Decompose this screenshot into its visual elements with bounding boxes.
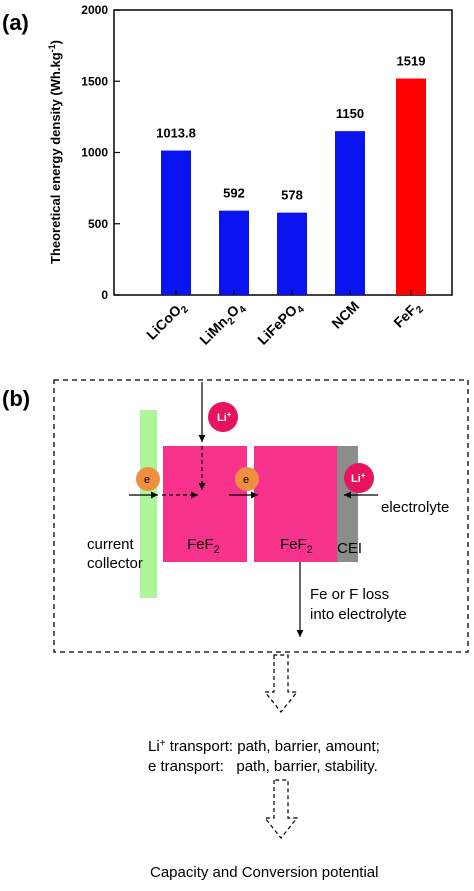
bar bbox=[277, 212, 307, 295]
bar-value-label: 1150 bbox=[336, 106, 364, 121]
flow-arrow-1 bbox=[263, 654, 299, 713]
panel-label-b: (b) bbox=[2, 386, 30, 411]
y-axis-ticks: 0 500 1000 1500 2000 bbox=[81, 3, 120, 302]
bars bbox=[161, 78, 426, 295]
electron-left-label: e bbox=[144, 474, 150, 486]
li-ion-right-label: Li+ bbox=[351, 471, 366, 485]
li-transport-text: Li+ transport: path, barrier, amount; bbox=[148, 738, 380, 755]
current-collector bbox=[140, 410, 157, 598]
fef2-label-1: FeF2 bbox=[187, 536, 220, 556]
current-collector-label-line2: collector bbox=[87, 555, 143, 572]
electron-left bbox=[136, 467, 160, 491]
x-category-label: LiFePO4 bbox=[254, 297, 307, 350]
electron-middle bbox=[235, 467, 259, 491]
bar bbox=[219, 210, 249, 295]
y-tick-label: 2000 bbox=[81, 3, 108, 17]
li-ion-top bbox=[208, 402, 238, 432]
y-tick-label: 0 bbox=[101, 288, 108, 302]
fef2-particle-1 bbox=[163, 446, 247, 562]
current-collector-label-line1: current bbox=[87, 536, 135, 553]
bar bbox=[396, 78, 426, 295]
electron-middle-label: e bbox=[243, 474, 249, 486]
y-axis-title: Theoretical energy density (Wh.kg-1) bbox=[47, 40, 63, 264]
x-category-label: LiCoO2 bbox=[143, 297, 191, 345]
x-category-label: LiMn2O4 bbox=[196, 297, 249, 350]
electrolyte-label: electrolyte bbox=[381, 499, 449, 516]
bar bbox=[335, 131, 365, 295]
fef2-label-2: FeF2 bbox=[280, 536, 313, 556]
bar bbox=[161, 150, 191, 295]
loss-label-line1: Fe or F loss bbox=[310, 586, 389, 603]
flow-arrow-2 bbox=[263, 779, 299, 839]
y-tick-label: 500 bbox=[88, 217, 108, 231]
fef2-particle-2 bbox=[254, 446, 338, 562]
x-category-label: NCM bbox=[328, 298, 362, 332]
cell-boundary-dashed-box bbox=[53, 379, 469, 653]
li-ion-right bbox=[344, 463, 374, 493]
panel-label-a: (a) bbox=[2, 10, 29, 35]
bar-value-label: 578 bbox=[281, 188, 303, 203]
bar-value-label: 592 bbox=[223, 186, 245, 201]
bar-value-label: 1013.8 bbox=[156, 126, 196, 141]
bar-value-label: 1519 bbox=[397, 54, 426, 69]
x-category-label: FeF2 bbox=[390, 297, 426, 333]
li-ion-top-label: Li+ bbox=[217, 410, 232, 424]
outcome-text: Capacity and Conversion potential bbox=[150, 864, 378, 881]
cei-label: CEI bbox=[337, 540, 362, 557]
e-transport-text: e transport: path, barrier, stability. bbox=[148, 758, 378, 775]
value-labels: 1013.8 592 578 1150 1519 bbox=[156, 54, 425, 203]
y-tick-label: 1000 bbox=[81, 146, 108, 160]
loss-label-line2: into electrolyte bbox=[310, 606, 407, 623]
y-tick-label: 1500 bbox=[81, 74, 108, 88]
